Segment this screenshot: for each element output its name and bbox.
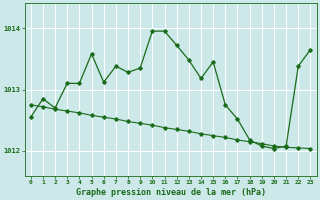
X-axis label: Graphe pression niveau de la mer (hPa): Graphe pression niveau de la mer (hPa)	[76, 188, 266, 197]
